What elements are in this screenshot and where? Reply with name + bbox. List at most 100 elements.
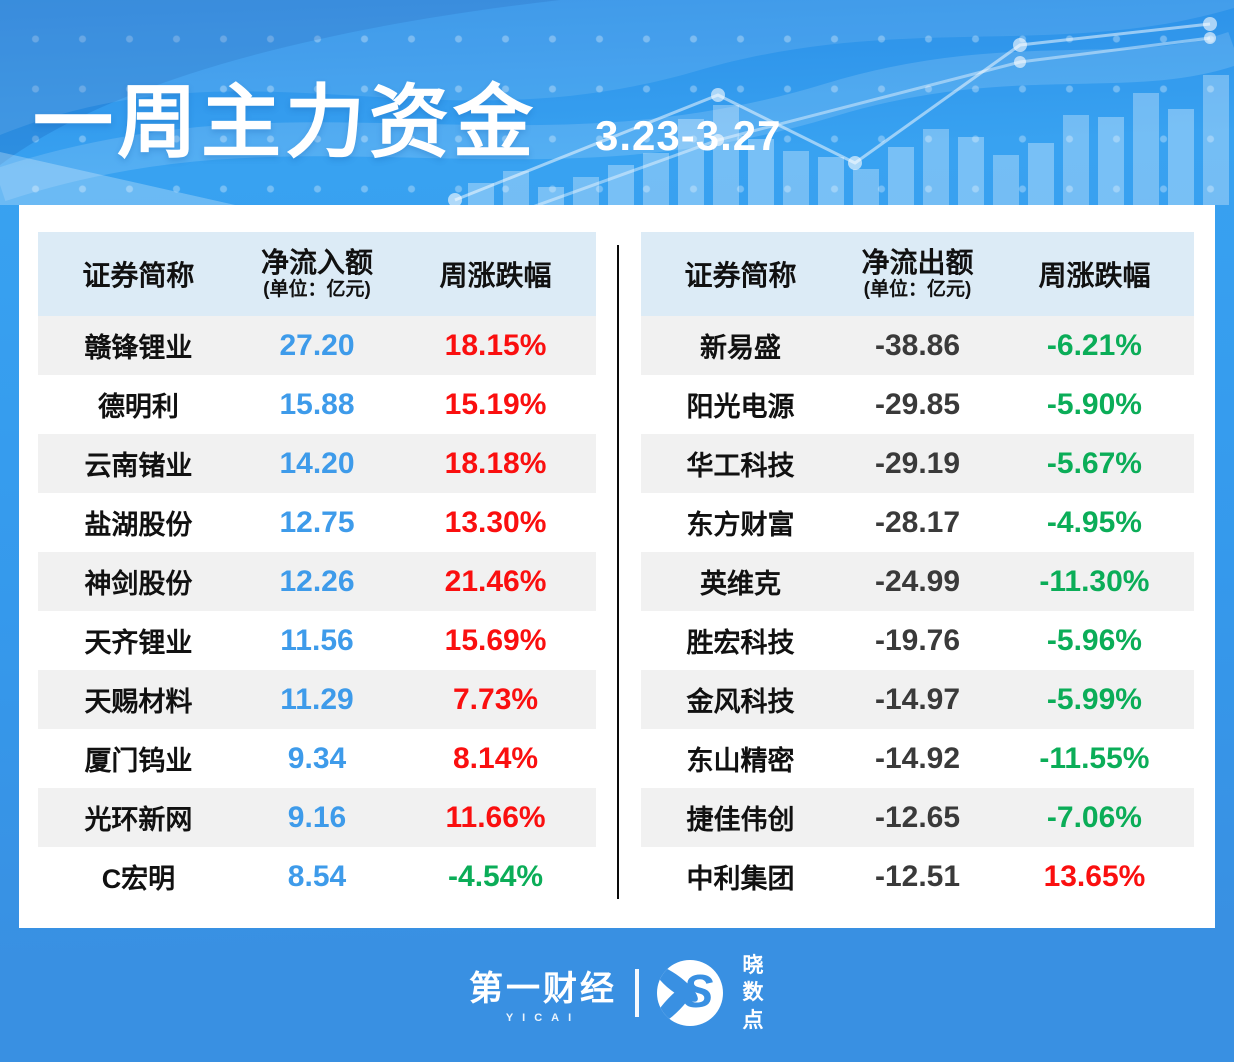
wave-background-graphic <box>0 0 1234 205</box>
stock-name: 东方财富 <box>686 510 795 540</box>
weekly-change: 8.14% <box>453 741 539 775</box>
weekly-change: 18.15% <box>444 328 547 362</box>
table-row: 英维克 -24.99 -11.30% <box>641 552 1194 611</box>
stock-name: 神剑股份 <box>84 569 193 599</box>
table-row: 云南锗业 14.20 18.18% <box>38 434 596 493</box>
stock-name: 云南锗业 <box>84 451 193 481</box>
table-row: C宏明 8.54 -4.54% <box>38 847 596 906</box>
bar-chart-motif <box>468 0 1234 205</box>
xiaoshudian-logo-icon: S <box>657 959 723 1026</box>
page-title: 一周主力资金 <box>33 78 537 167</box>
stock-name: 金风科技 <box>686 687 795 717</box>
column-header-weekly-change: 周涨跌幅 <box>1038 260 1151 291</box>
brand-separator <box>635 968 639 1017</box>
unit-label: (单位：亿元) <box>263 279 371 301</box>
net-outflow-value: -24.99 <box>874 564 961 598</box>
content-card: 证券简称 净流入额 (单位：亿元) 周涨跌幅 赣锋锂业 27.20 18.15%… <box>19 205 1215 928</box>
weekly-change: 21.46% <box>444 564 547 598</box>
net-outflow-value: -12.51 <box>874 859 961 893</box>
table-row: 德明利 15.88 15.19% <box>38 375 596 434</box>
stock-name: 阳光电源 <box>686 392 795 422</box>
net-inflow-value: 12.26 <box>279 564 355 598</box>
stock-name: C宏明 <box>101 864 176 894</box>
weekly-change: -7.06% <box>1046 800 1142 834</box>
stock-name: 新易盛 <box>700 333 782 363</box>
net-inflow-value: 14.20 <box>279 446 355 480</box>
net-inflow-value: 8.54 <box>287 859 347 893</box>
net-inflow-value: 11.29 <box>280 682 354 716</box>
net-outflow-value: -14.92 <box>874 741 961 775</box>
weekly-change: -5.96% <box>1046 623 1142 657</box>
outflow-table-header: 证券简称 净流出额 (单位：亿元) 周涨跌幅 <box>641 232 1194 316</box>
column-header-stock-name: 证券简称 <box>82 260 195 291</box>
net-outflow-value: -29.19 <box>874 446 961 480</box>
net-outflow-value: -28.17 <box>874 505 961 539</box>
table-row: 胜宏科技 -19.76 -5.96% <box>641 611 1194 670</box>
weekly-change: 13.65% <box>1043 859 1146 893</box>
line-chart-motif <box>448 17 1217 205</box>
column-header-net-outflow: 净流出额 (单位：亿元) <box>861 246 974 301</box>
weekly-change: 15.19% <box>444 387 547 421</box>
net-outflow-value: -14.97 <box>874 682 961 716</box>
stock-name: 赣锋锂业 <box>84 333 193 363</box>
table-row: 东方财富 -28.17 -4.95% <box>641 493 1194 552</box>
yicai-logo: 第一财经 YICAI <box>469 970 617 1025</box>
net-inflow-value: 11.56 <box>280 623 354 657</box>
net-inflow-value: 12.75 <box>279 505 355 539</box>
table-row: 赣锋锂业 27.20 18.15% <box>38 316 596 375</box>
table-row: 盐湖股份 12.75 13.30% <box>38 493 596 552</box>
net-inflow-value: 9.16 <box>287 800 347 834</box>
net-inflow-value: 9.34 <box>287 741 347 775</box>
table-row: 中利集团 -12.51 13.65% <box>641 847 1194 906</box>
table-row: 天赐材料 11.29 7.73% <box>38 670 596 729</box>
footer-brand: 第一财经 YICAI S 晓数点 <box>469 952 765 1034</box>
date-range: 3.23-3.27 <box>595 112 782 159</box>
stock-name: 胜宏科技 <box>686 628 795 658</box>
weekly-change: -5.67% <box>1046 446 1142 480</box>
net-inflow-value: 27.20 <box>279 328 355 362</box>
stock-name: 华工科技 <box>686 451 795 481</box>
weekly-change: 13.30% <box>444 505 547 539</box>
table-row: 捷佳伟创 -12.65 -7.06% <box>641 788 1194 847</box>
stock-name: 东山精密 <box>686 746 795 776</box>
stock-name: 中利集团 <box>686 864 795 894</box>
outflow-table: 证券简称 净流出额 (单位：亿元) 周涨跌幅 新易盛 -38.86 -6.21%… <box>641 232 1194 906</box>
inflow-table: 证券简称 净流入额 (单位：亿元) 周涨跌幅 赣锋锂业 27.20 18.15%… <box>38 232 596 906</box>
net-inflow-value: 15.88 <box>279 387 355 421</box>
table-row: 天齐锂业 11.56 15.69% <box>38 611 596 670</box>
table-row: 神剑股份 12.26 21.46% <box>38 552 596 611</box>
weekly-change: 15.69% <box>444 623 547 657</box>
net-outflow-value: -38.86 <box>874 328 961 362</box>
stock-name: 光环新网 <box>84 805 193 835</box>
weekly-change: -4.54% <box>448 859 544 893</box>
stock-name: 盐湖股份 <box>84 510 193 540</box>
header: 一周主力资金 3.23-3.27 <box>33 58 781 174</box>
table-row: 厦门钨业 9.34 8.14% <box>38 729 596 788</box>
column-header-weekly-change: 周涨跌幅 <box>439 260 552 291</box>
weekly-change: 18.18% <box>444 446 547 480</box>
weekly-change: -11.30% <box>1039 564 1150 598</box>
stock-name: 德明利 <box>97 392 179 422</box>
weekly-change: -6.21% <box>1046 328 1142 362</box>
weekly-change: -11.55% <box>1039 741 1150 775</box>
table-divider <box>617 245 619 899</box>
stock-name: 英维克 <box>700 569 782 599</box>
stock-name: 捷佳伟创 <box>686 805 795 835</box>
stock-name: 天赐材料 <box>84 687 193 717</box>
net-outflow-value: -29.85 <box>874 387 961 421</box>
dot-grid-pattern <box>0 0 1234 205</box>
table-row: 华工科技 -29.19 -5.67% <box>641 434 1194 493</box>
xiaoshudian-label: 晓数点 <box>742 954 764 1032</box>
header-decoration <box>0 0 1234 205</box>
weekly-change: 11.66% <box>445 800 546 834</box>
table-row: 光环新网 9.16 11.66% <box>38 788 596 847</box>
column-header-stock-name: 证券简称 <box>684 260 797 291</box>
weekly-change: -5.90% <box>1046 387 1142 421</box>
stock-name: 天齐锂业 <box>84 628 193 658</box>
inflow-table-header: 证券简称 净流入额 (单位：亿元) 周涨跌幅 <box>38 232 596 316</box>
unit-label: (单位：亿元) <box>863 279 972 301</box>
weekly-change: -4.95% <box>1046 505 1142 539</box>
net-outflow-value: -19.76 <box>874 623 961 657</box>
net-outflow-value: -12.65 <box>874 800 961 834</box>
